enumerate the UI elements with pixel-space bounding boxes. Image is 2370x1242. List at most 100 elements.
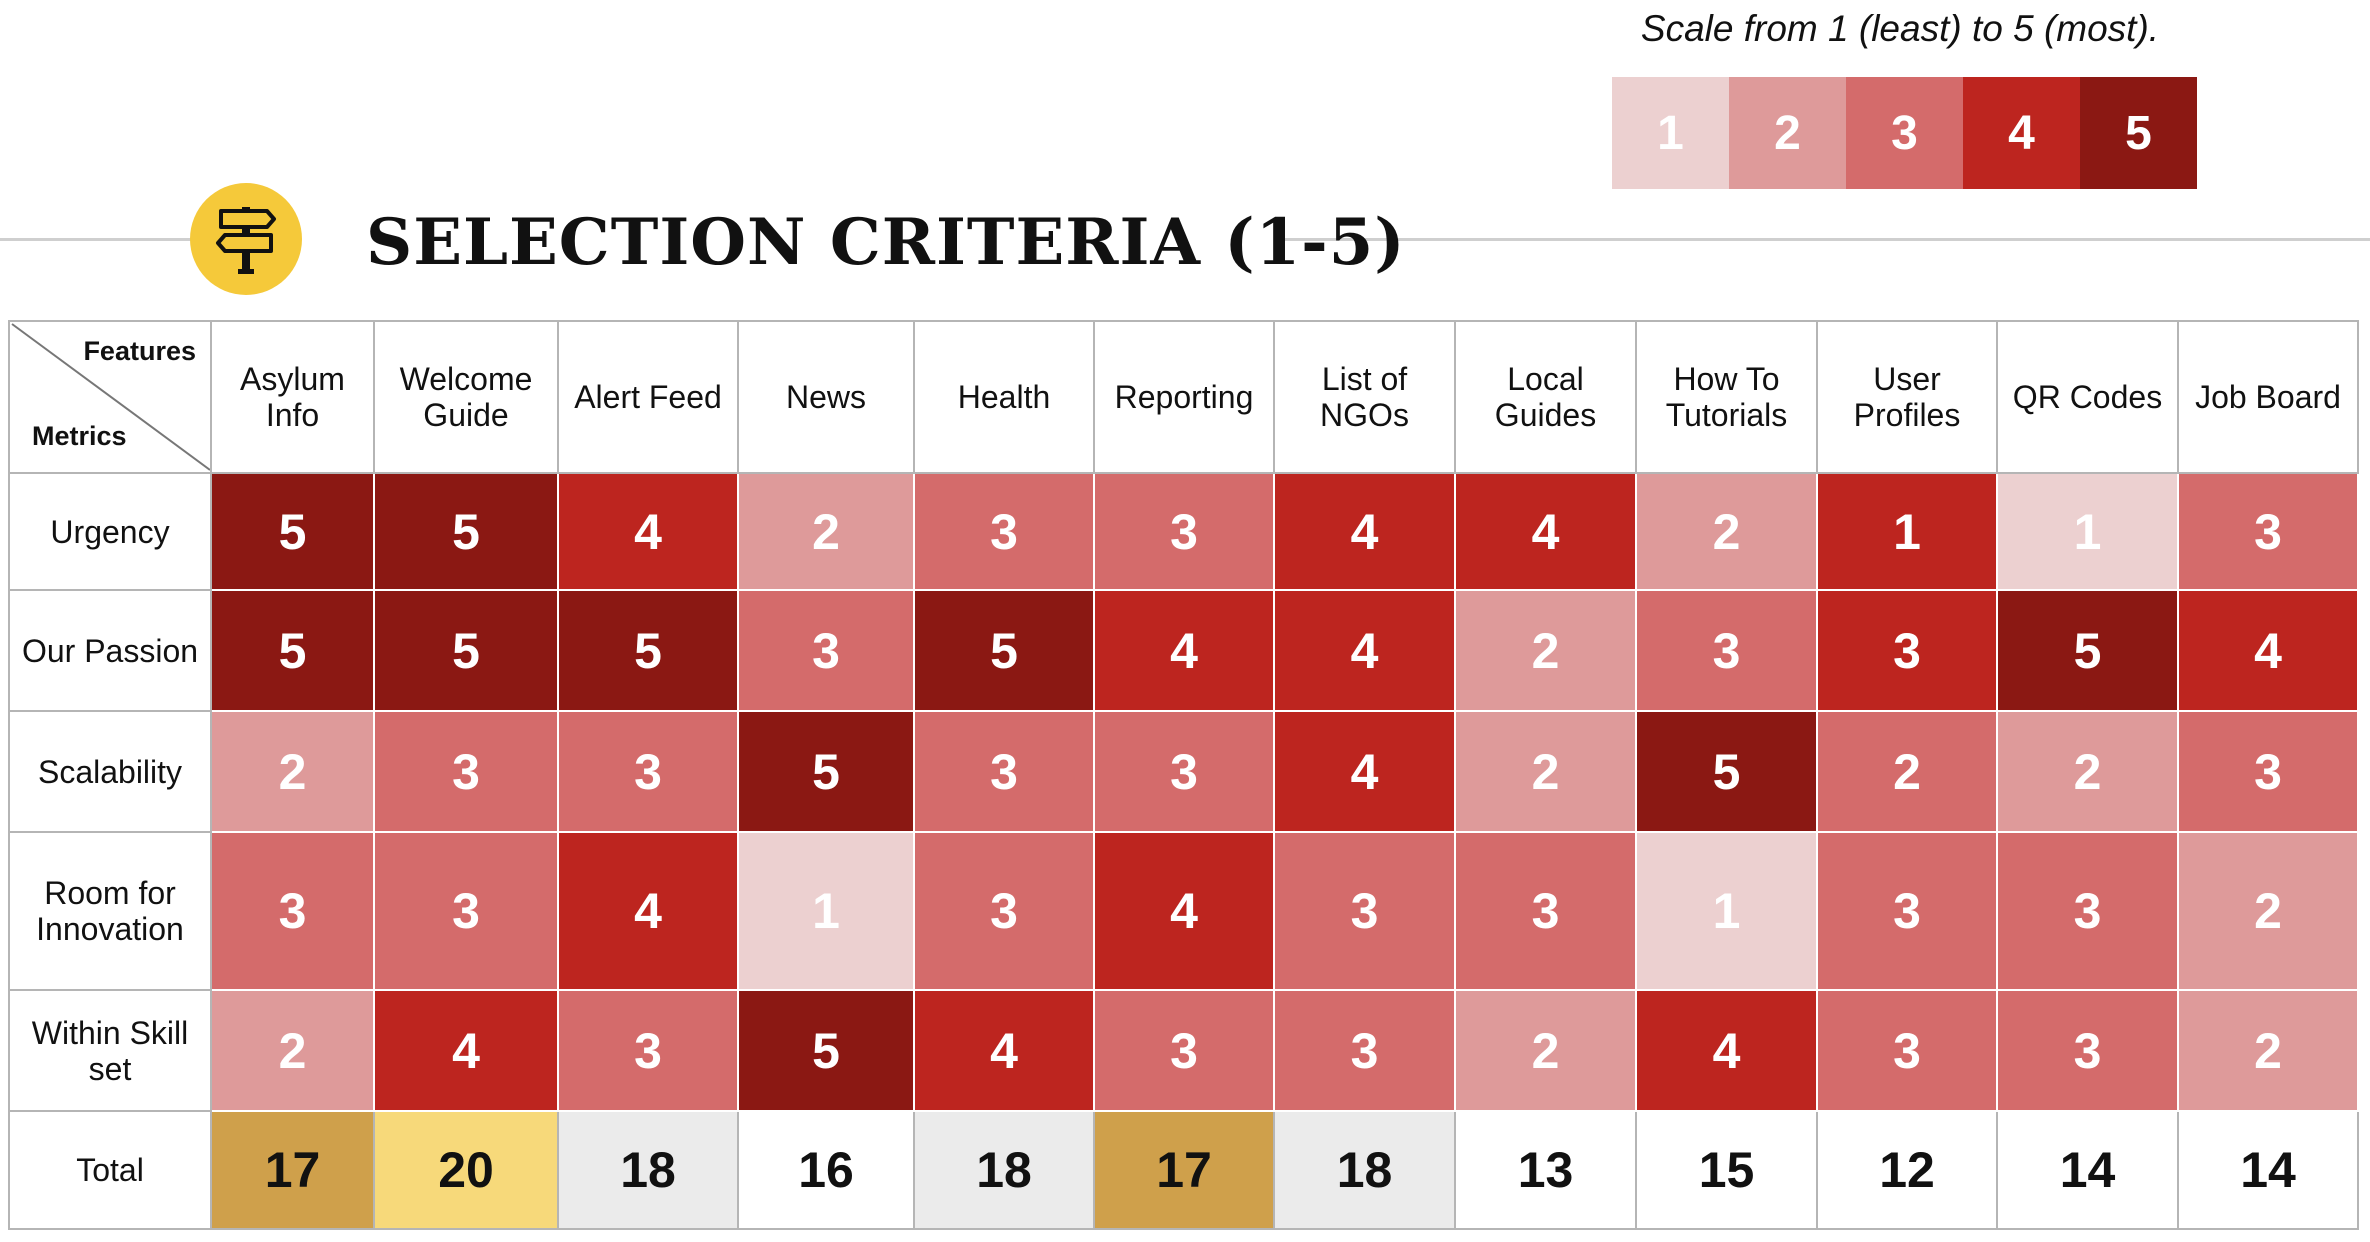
heatmap-cell: 5 [914,590,1094,711]
scale-swatch: 2 [1729,77,1846,189]
heatmap-cell: 2 [1455,990,1636,1111]
heatmap-cell: 3 [374,711,558,832]
heatmap-cell: 3 [914,473,1094,590]
heatmap-cell: 5 [738,990,914,1111]
heatmap-cell: 4 [558,832,738,990]
heatmap-cell: 2 [211,711,374,832]
total-cell: 18 [913,1110,1095,1230]
heatmap-cell: 3 [1817,832,1997,990]
feature-header: Local Guides [1454,320,1637,474]
heatmap-cell: 1 [1817,473,1997,590]
heatmap-cell: 2 [2178,832,2358,990]
heatmap-cell: 2 [738,473,914,590]
heatmap-cell: 3 [558,990,738,1111]
scale-swatch: 1 [1612,77,1729,189]
heatmap-cell: 3 [1274,832,1455,990]
heatmap-cell: 4 [1094,832,1274,990]
title-rule-left [0,238,195,241]
heatmap-cell: 3 [1094,711,1274,832]
heatmap-cell: 3 [2178,473,2358,590]
heatmap-cell: 1 [1636,832,1817,990]
heatmap-cell: 4 [1274,590,1455,711]
heatmap-cell: 3 [1817,590,1997,711]
feature-header: Health [913,320,1095,474]
page-title: SELECTION CRITERIA (1-5) [366,205,1406,280]
heatmap-cell: 2 [1997,711,2178,832]
heatmap-cell: 3 [1997,990,2178,1111]
heatmap-cell: 3 [1817,990,1997,1111]
heatmap-cell: 5 [374,473,558,590]
feature-header: News [737,320,915,474]
total-cell: 13 [1454,1110,1637,1230]
heatmap-cell: 3 [1274,990,1455,1111]
heatmap-cell: 3 [1997,832,2178,990]
total-cell: 15 [1635,1110,1818,1230]
heatmap-cell: 4 [374,990,558,1111]
total-cell: 20 [373,1110,559,1230]
metric-header: Scalability [8,710,212,833]
signpost-icon [190,183,302,295]
heatmap-cell: 3 [1094,473,1274,590]
feature-header: How To Tutorials [1635,320,1818,474]
heatmap-cell: 2 [1817,711,1997,832]
heatmap-cell: 3 [374,832,558,990]
total-cell: 18 [1273,1110,1456,1230]
feature-header: User Profiles [1816,320,1998,474]
heatmap-cell: 5 [1636,711,1817,832]
heatmap-cell: 4 [2178,590,2358,711]
feature-header: QR Codes [1996,320,2179,474]
metric-row: Room for Innovation 3 3 4 1 3 4 3 3 1 3 3 2 [8,831,2358,991]
selection-criteria-heatmap: Features Metrics Asylum Info Welcome Guid… [8,320,2359,1230]
heatmap-cell: 1 [738,832,914,990]
scale-note: Scale from 1 (least) to 5 (most). [1640,8,2160,49]
heatmap-cell: 2 [2178,990,2358,1111]
corner-diagonal [11,323,209,471]
feature-header: Reporting [1093,320,1275,474]
heatmap-cell: 4 [558,473,738,590]
heatmap-cell: 3 [914,711,1094,832]
scale-swatch: 4 [1963,77,2080,189]
scale-swatch: 3 [1846,77,1963,189]
total-cell: 14 [2177,1110,2359,1230]
feature-header: Alert Feed [557,320,739,474]
metric-header: Our Passion [8,589,212,712]
heatmap-cell: 5 [211,590,374,711]
heatmap-cell: 2 [1455,590,1636,711]
total-row: Total 17 20 18 16 18 17 18 13 15 12 14 14 [8,1110,2359,1230]
metric-row: Scalability 2 3 3 5 3 3 4 2 5 2 2 3 [8,710,2358,833]
heatmap-cell: 5 [1997,590,2178,711]
heatmap-cell: 4 [1274,473,1455,590]
metric-row: Within Skill set 2 4 3 5 4 3 3 2 4 3 3 2 [8,989,2358,1112]
heatmap-cell: 4 [1094,590,1274,711]
heatmap-cell: 4 [1455,473,1636,590]
heatmap-cell: 3 [1094,990,1274,1111]
heatmap-cell: 4 [914,990,1094,1111]
heatmap-cell: 5 [374,590,558,711]
heatmap-cell: 3 [738,590,914,711]
feature-header: Asylum Info [210,320,375,474]
heatmap-cell: 3 [2178,711,2358,832]
feature-header: Job Board [2177,320,2359,474]
metric-header: Urgency [8,472,212,591]
features-axis-label: Features [83,336,196,366]
feature-header: Welcome Guide [373,320,559,474]
heatmap-cell: 3 [1455,832,1636,990]
feature-header: List of NGOs [1273,320,1456,474]
metric-row: Urgency 5 5 4 2 3 3 4 4 2 1 1 3 [8,472,2358,591]
heatmap-cell: 4 [1636,990,1817,1111]
heatmap-cell: 1 [1997,473,2178,590]
metric-row: Our Passion 5 5 5 3 5 4 4 2 3 3 5 4 [8,589,2358,712]
heatmap-cell: 4 [1274,711,1455,832]
scale-swatch: 5 [2080,77,2197,189]
total-cell: 14 [1996,1110,2179,1230]
total-cell: 17 [210,1110,375,1230]
heatmap-cell: 2 [211,990,374,1111]
heatmap-cell: 5 [211,473,374,590]
metric-header: Within Skill set [8,989,212,1112]
heatmap-cell: 3 [1636,590,1817,711]
total-cell: 17 [1093,1110,1275,1230]
title-rule-right [1280,238,2370,241]
heatmap-cell: 5 [558,590,738,711]
metric-header: Room for Innovation [8,831,212,991]
